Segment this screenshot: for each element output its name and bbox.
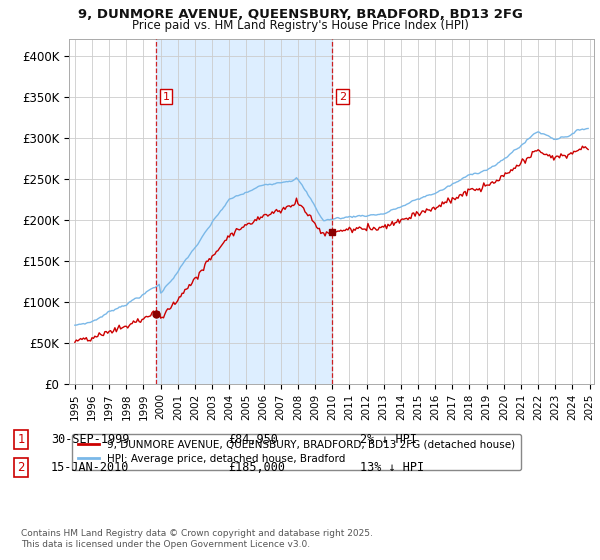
Bar [155, 39, 332, 384]
Text: 15-JAN-2010: 15-JAN-2010 [51, 461, 130, 474]
Text: 2: 2 [339, 92, 346, 101]
Legend: 9, DUNMORE AVENUE, QUEENSBURY, BRADFORD, BD13 2FG (detached house), HPI: Average: 9, DUNMORE AVENUE, QUEENSBURY, BRADFORD,… [71, 433, 521, 470]
Text: 1: 1 [163, 92, 170, 101]
Text: 1: 1 [17, 433, 25, 446]
Text: 2% ↓ HPI: 2% ↓ HPI [360, 433, 417, 446]
Text: 2: 2 [17, 461, 25, 474]
Text: Contains HM Land Registry data © Crown copyright and database right 2025.
This d: Contains HM Land Registry data © Crown c… [21, 529, 373, 549]
Text: 30-SEP-1999: 30-SEP-1999 [51, 433, 130, 446]
Text: Price paid vs. HM Land Registry's House Price Index (HPI): Price paid vs. HM Land Registry's House … [131, 19, 469, 32]
Text: £185,000: £185,000 [228, 461, 285, 474]
Text: 9, DUNMORE AVENUE, QUEENSBURY, BRADFORD, BD13 2FG: 9, DUNMORE AVENUE, QUEENSBURY, BRADFORD,… [77, 8, 523, 21]
Text: 13% ↓ HPI: 13% ↓ HPI [360, 461, 424, 474]
Text: £84,950: £84,950 [228, 433, 278, 446]
